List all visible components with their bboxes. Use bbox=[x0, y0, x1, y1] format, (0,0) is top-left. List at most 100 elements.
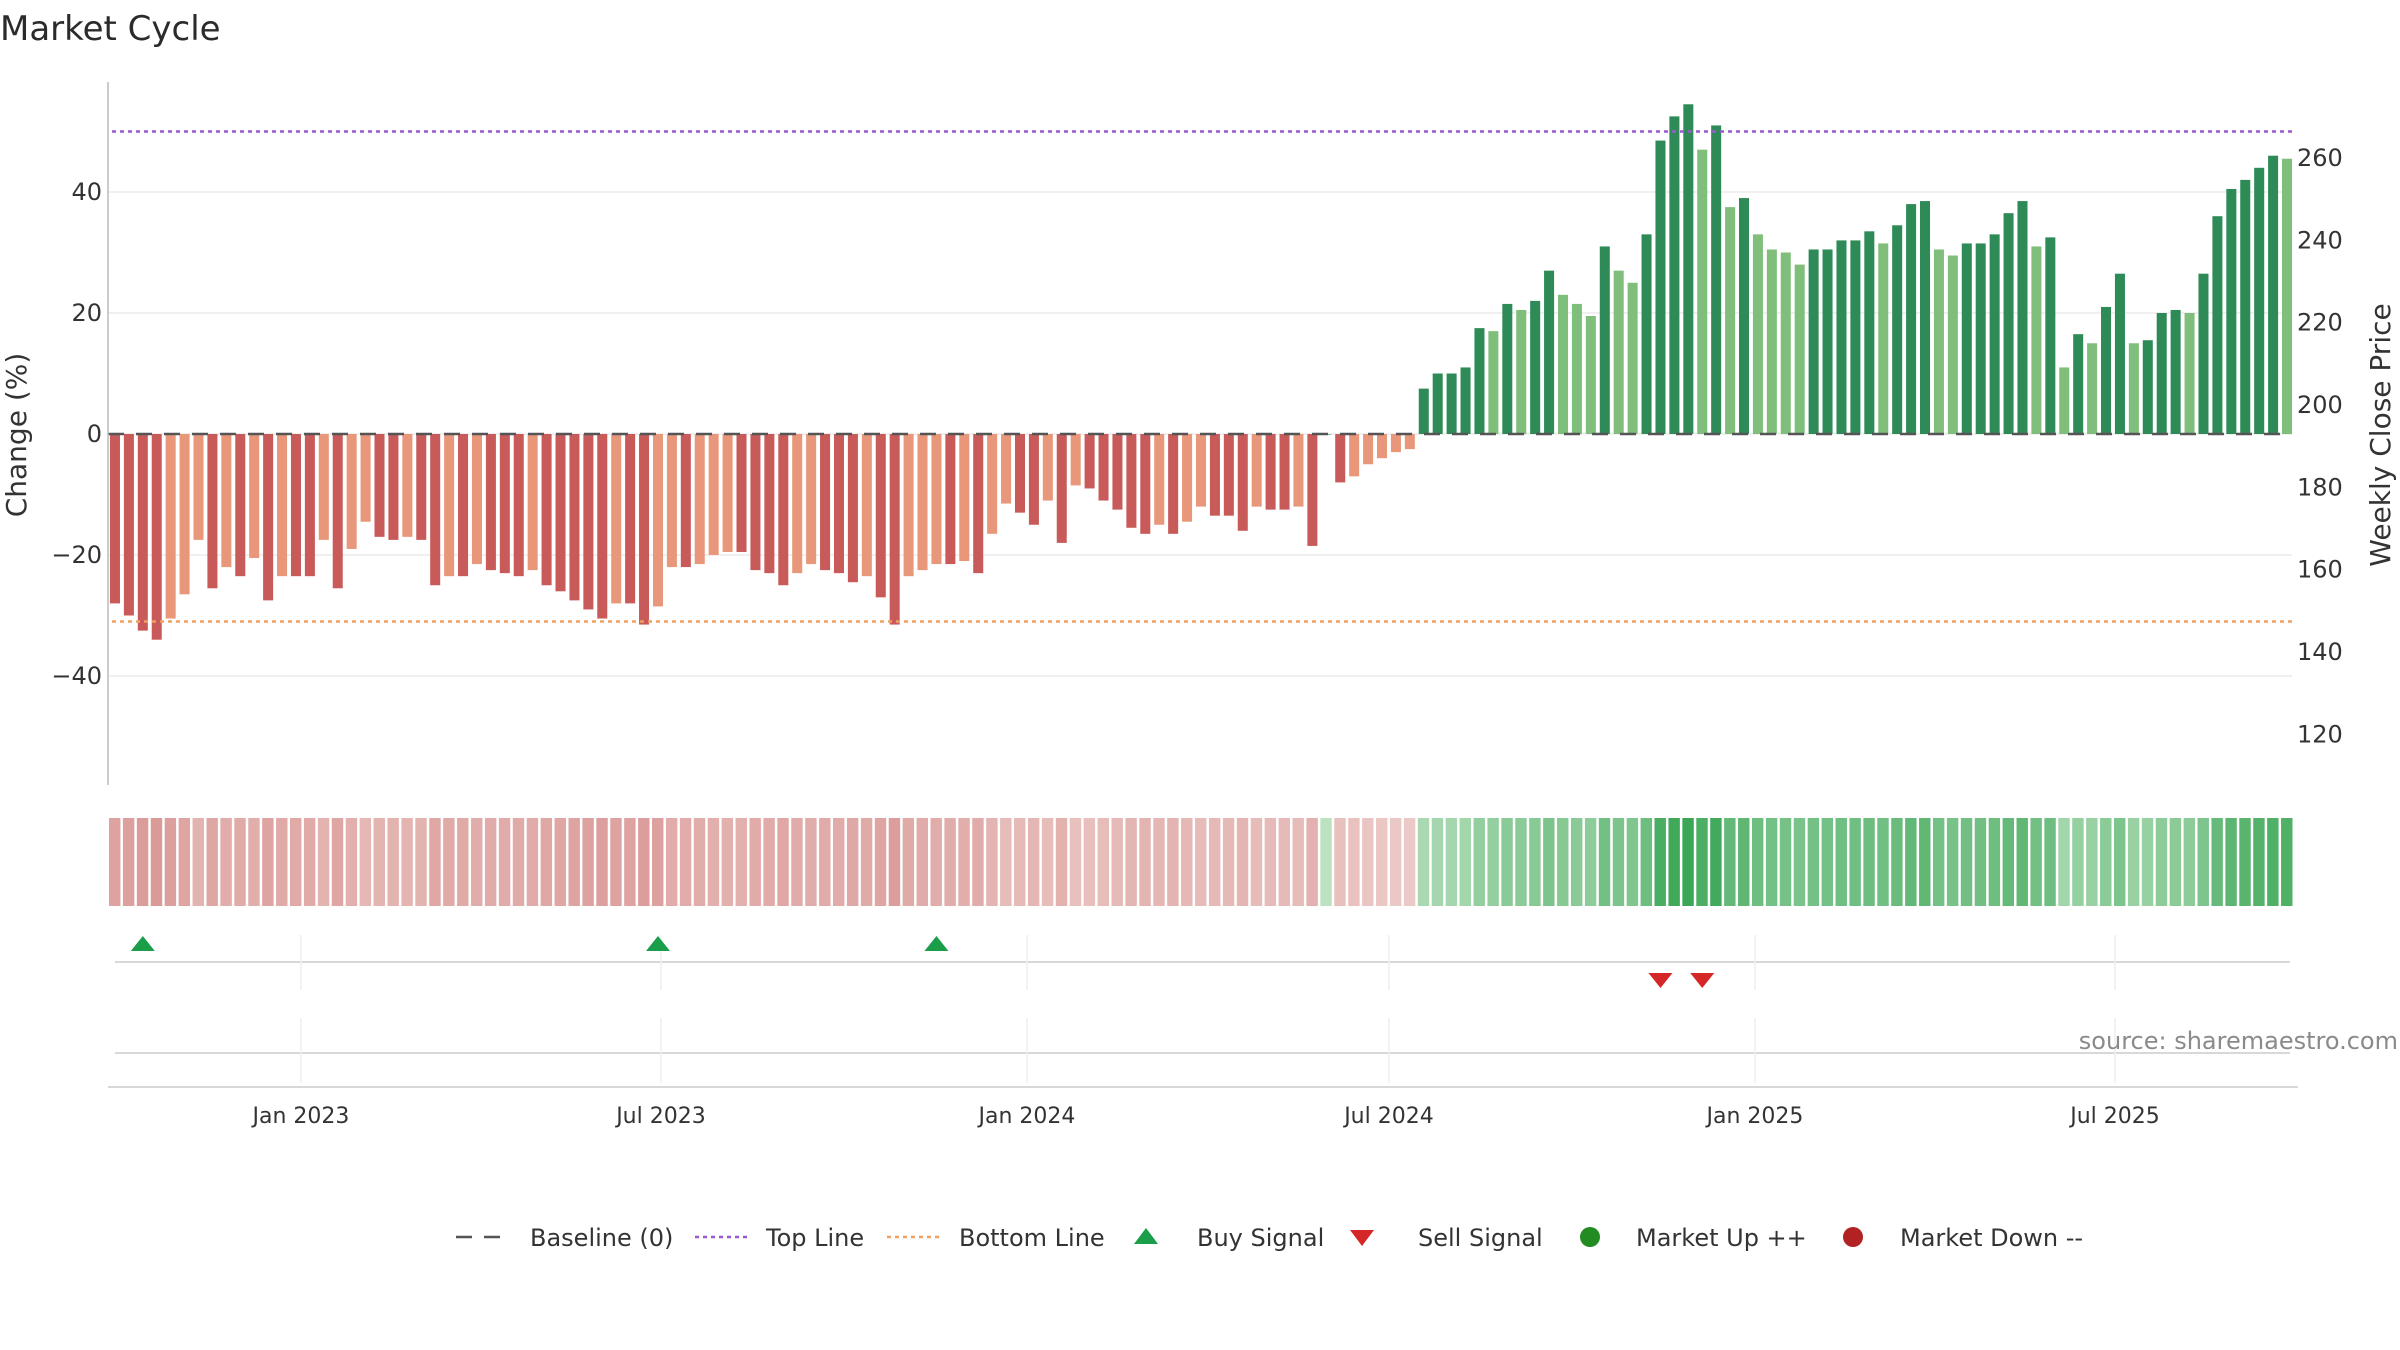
heat-cell bbox=[1863, 818, 1875, 906]
change-bar bbox=[1028, 434, 1039, 525]
heat-cell bbox=[2239, 818, 2251, 906]
change-bar bbox=[792, 434, 803, 574]
change-bar bbox=[346, 434, 357, 549]
heat-cell bbox=[1738, 818, 1750, 906]
change-bar bbox=[1237, 434, 1248, 531]
legend-label: Top Line bbox=[765, 1224, 864, 1252]
heat-cell bbox=[2281, 818, 2293, 906]
heat-cell bbox=[1181, 818, 1193, 906]
legend: Baseline (0) Top Line Bottom Line Buy Signa… bbox=[456, 1224, 2083, 1252]
change-bar bbox=[2212, 216, 2223, 434]
change-bar bbox=[1293, 434, 1304, 507]
change-bar bbox=[1571, 303, 1582, 434]
heat-cell bbox=[1431, 818, 1444, 906]
heat-cell bbox=[1807, 818, 1820, 906]
change-bar bbox=[1557, 294, 1569, 434]
change-bar bbox=[1154, 434, 1165, 525]
heat-cell bbox=[568, 818, 580, 906]
heat-cell bbox=[2141, 818, 2154, 906]
y-tick-label: 240 bbox=[2297, 226, 2343, 254]
legend-label: Buy Signal bbox=[1197, 1224, 1324, 1252]
heat-cell bbox=[958, 818, 970, 906]
change-bar bbox=[847, 434, 858, 583]
left-y-axis-title: Change (%) bbox=[0, 353, 33, 518]
heat-cell bbox=[373, 818, 385, 906]
heat-cell bbox=[1362, 818, 1374, 906]
heat-cell bbox=[122, 818, 135, 906]
heat-cell bbox=[1779, 818, 1792, 906]
change-bar bbox=[764, 434, 775, 574]
change-bar bbox=[2017, 201, 2028, 434]
change-bar bbox=[249, 434, 260, 559]
heat-cell bbox=[652, 818, 664, 906]
change-bar bbox=[1195, 434, 1207, 507]
change-bar bbox=[1140, 434, 1151, 534]
heat-cell bbox=[1376, 818, 1388, 906]
heat-cell bbox=[638, 818, 650, 906]
change-bar bbox=[1544, 270, 1555, 434]
change-bar bbox=[1780, 252, 1791, 434]
change-bar bbox=[2101, 306, 2112, 434]
change-bar bbox=[1474, 328, 1485, 434]
heat-cell bbox=[1919, 818, 1931, 906]
heat-cell bbox=[1027, 818, 1040, 906]
change-bar bbox=[1906, 204, 1917, 434]
heat-cell bbox=[2058, 818, 2070, 906]
change-bar bbox=[471, 434, 482, 565]
change-bar bbox=[736, 434, 747, 552]
change-bar bbox=[444, 434, 455, 577]
heat-cell bbox=[1849, 818, 1861, 906]
heat-cell bbox=[512, 818, 525, 906]
heat-cell bbox=[1598, 818, 1611, 906]
heat-cell bbox=[1974, 818, 1987, 906]
x-tick-label: Jan 2023 bbox=[250, 1104, 349, 1129]
change-bar bbox=[666, 434, 677, 568]
heat-cell bbox=[2225, 818, 2237, 906]
change-bar bbox=[2198, 273, 2209, 434]
y-tick-label: 220 bbox=[2297, 309, 2343, 337]
change-bar bbox=[1446, 373, 1457, 434]
heat-cell bbox=[1389, 818, 1402, 906]
signal-panel bbox=[108, 935, 2298, 1088]
change-bars bbox=[109, 104, 2293, 640]
change-bar bbox=[1920, 201, 1931, 434]
change-bar bbox=[1516, 309, 1527, 434]
heat-cell bbox=[1445, 818, 1458, 906]
heat-cell bbox=[317, 818, 330, 906]
change-bar bbox=[833, 434, 844, 574]
change-bar bbox=[513, 434, 524, 577]
heat-cell bbox=[1487, 818, 1499, 906]
change-bar bbox=[137, 434, 148, 631]
change-bar bbox=[875, 434, 886, 598]
change-bar bbox=[2184, 313, 2195, 434]
change-bar bbox=[861, 434, 872, 577]
change-bar bbox=[1098, 434, 1109, 501]
heat-cell bbox=[401, 818, 413, 906]
change-bar bbox=[235, 434, 246, 577]
change-bar bbox=[1265, 434, 1276, 510]
heat-cell bbox=[1821, 818, 1834, 906]
heat-cell bbox=[2030, 818, 2042, 906]
change-bar bbox=[360, 434, 371, 522]
change-bar bbox=[2156, 313, 2167, 434]
heat-cell bbox=[136, 818, 149, 906]
change-bar bbox=[1892, 225, 1903, 434]
heat-cell bbox=[415, 818, 427, 906]
heat-cell bbox=[1055, 818, 1068, 906]
change-bar bbox=[569, 434, 580, 601]
change-bar bbox=[1599, 246, 1610, 434]
change-bar bbox=[332, 434, 343, 589]
heat-cell bbox=[359, 818, 372, 906]
heat-cell bbox=[874, 818, 887, 906]
heat-cell bbox=[1208, 818, 1221, 906]
heat-cell bbox=[986, 818, 998, 906]
heat-cell bbox=[1724, 818, 1736, 906]
change-bar bbox=[1056, 434, 1067, 543]
heat-cell bbox=[1417, 818, 1430, 906]
heat-cell bbox=[1306, 818, 1318, 906]
heat-cell bbox=[1069, 818, 1082, 906]
change-bar bbox=[2073, 334, 2084, 434]
heat-cell bbox=[846, 818, 859, 906]
change-bar bbox=[583, 434, 594, 610]
heat-cell bbox=[1612, 818, 1625, 906]
